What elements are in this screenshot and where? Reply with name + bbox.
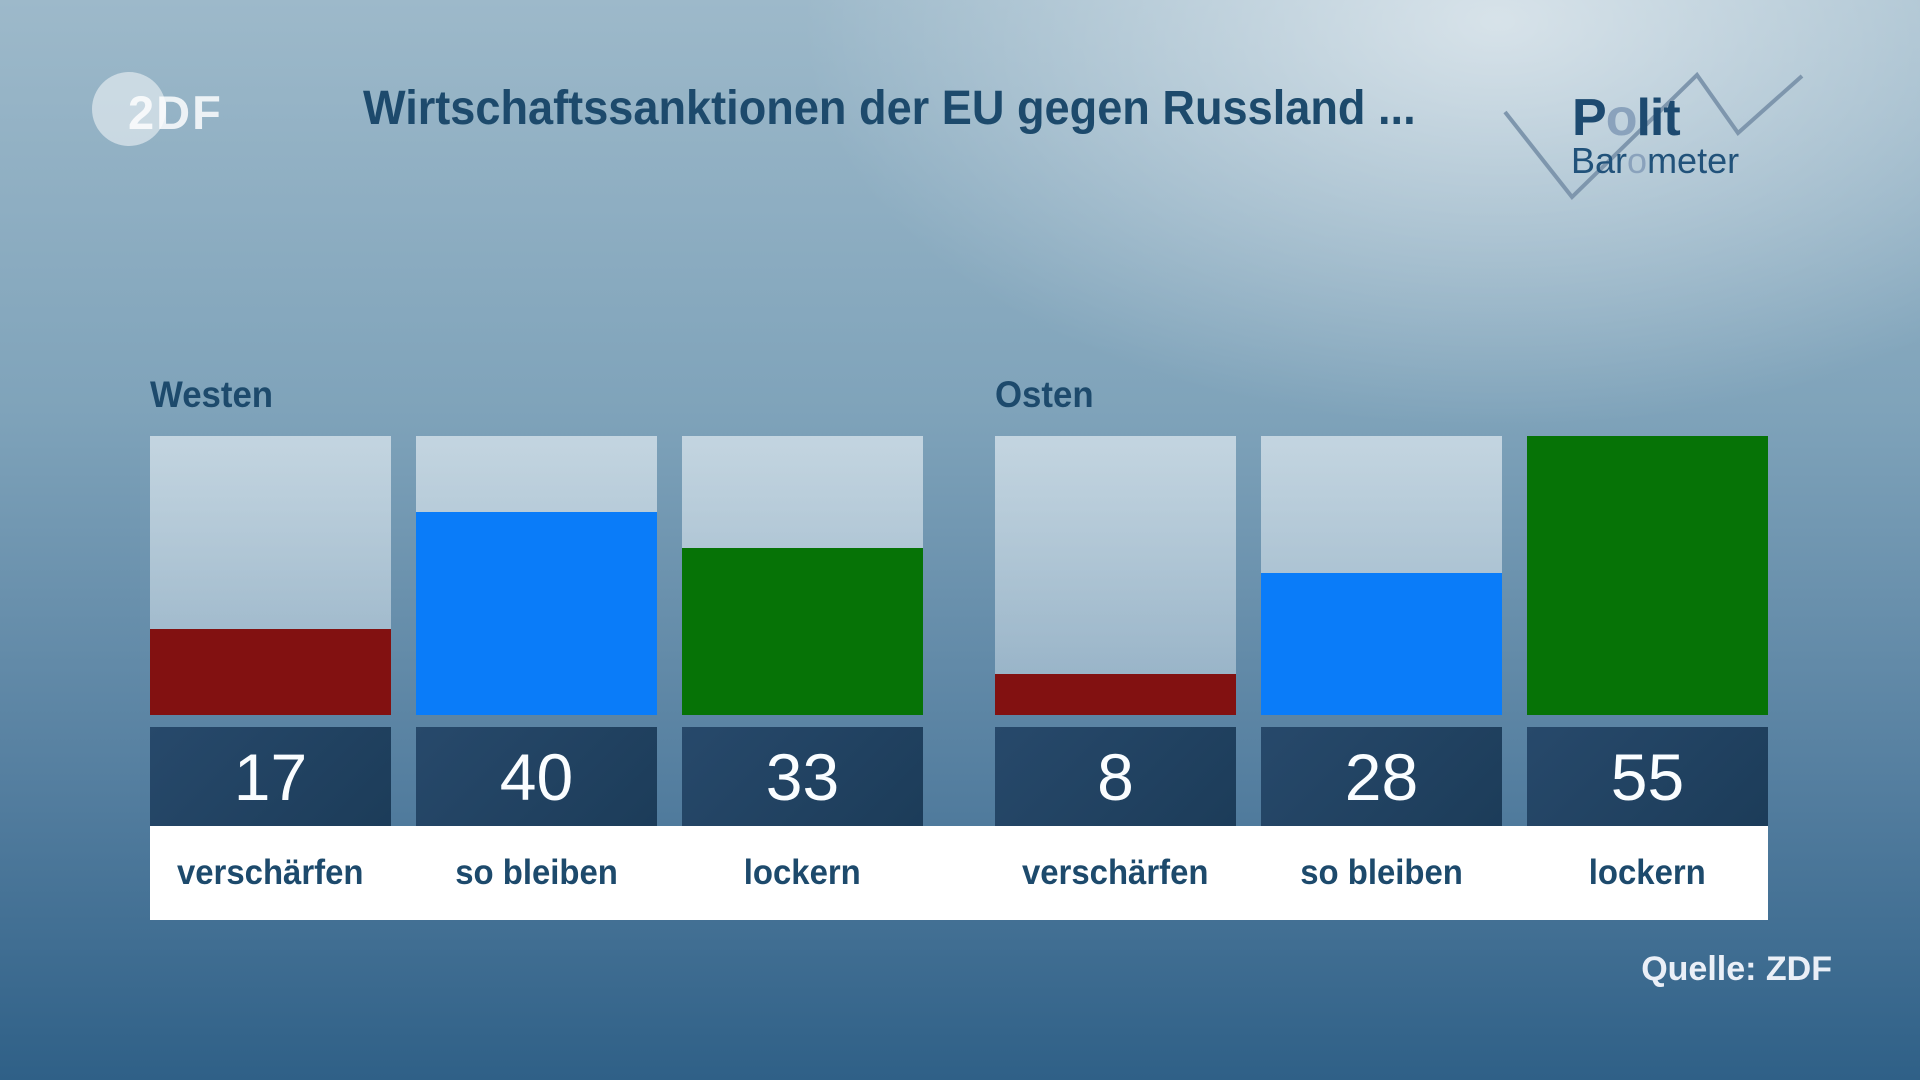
category-label-text: so bleiben xyxy=(455,853,618,892)
zdf-logo: 2DF xyxy=(92,70,252,150)
category-label: so bleiben xyxy=(1261,853,1502,893)
zdf-logo-text: 2DF xyxy=(128,86,223,139)
group-label-osten-text: Osten xyxy=(995,374,1094,415)
category-labels-strip: verschärfen so bleiben lockern verschärf… xyxy=(150,826,1768,920)
category-labels-westen: verschärfen so bleiben lockern xyxy=(150,826,923,920)
category-labels-osten: verschärfen so bleiben lockern xyxy=(995,826,1768,920)
politbarometer-logo: Polit Barometer xyxy=(1500,58,1820,228)
source-credit: Quelle: ZDF xyxy=(1641,950,1832,988)
category-label: verschärfen xyxy=(995,853,1236,893)
category-label-text: lockern xyxy=(743,853,862,892)
value-text: 8 xyxy=(1097,739,1134,814)
bar-track xyxy=(995,436,1236,715)
bar-track xyxy=(1261,436,1502,715)
group-label-westen: Westen xyxy=(150,374,923,416)
polit-light-o: o xyxy=(1605,89,1638,147)
category-label-text: lockern xyxy=(1588,853,1707,892)
value-box: 8 xyxy=(995,727,1236,826)
category-label: lockern xyxy=(682,853,923,893)
group-label-osten: Osten xyxy=(995,374,1768,416)
category-label-text: so bleiben xyxy=(1300,853,1463,892)
value-box: 33 xyxy=(682,727,923,826)
politbarometer-logo-barometer: Barometer xyxy=(1571,143,1739,179)
bar-fill xyxy=(1527,436,1768,715)
bars-row-osten: 8 28 55 xyxy=(995,436,1768,826)
chart-title-text: Wirtschaftssanktionen der EU gegen Russl… xyxy=(363,82,1416,135)
group-westen: Westen 17 40 xyxy=(150,374,923,826)
zigzag-line-icon xyxy=(1503,71,1804,200)
category-label: lockern xyxy=(1527,853,1768,893)
bar-column-osten-so-bleiben: 28 xyxy=(1261,436,1502,826)
barometer-text-2: meter xyxy=(1647,140,1740,181)
value-box: 28 xyxy=(1261,727,1502,826)
bar-fill xyxy=(995,674,1236,715)
category-label-text: verschärfen xyxy=(177,853,364,892)
bar-track xyxy=(150,436,391,715)
value-text: 17 xyxy=(233,739,308,814)
value-box: 55 xyxy=(1527,727,1768,826)
bar-fill xyxy=(150,628,391,715)
bar-fill xyxy=(416,512,657,715)
zdf-logo-circle-icon xyxy=(92,72,166,146)
bars-row-westen: 17 40 33 xyxy=(150,436,923,826)
bar-column-osten-verschaerfen: 8 xyxy=(995,436,1236,826)
bar-fill xyxy=(682,547,923,715)
bar-column-osten-lockern: 55 xyxy=(1527,436,1768,826)
value-text: 55 xyxy=(1610,739,1685,814)
bar-column-westen-lockern: 33 xyxy=(682,436,923,826)
category-label: verschärfen xyxy=(150,853,391,893)
value-box: 40 xyxy=(416,727,657,826)
category-label: so bleiben xyxy=(416,853,657,893)
value-text: 33 xyxy=(765,739,840,814)
value-box: 17 xyxy=(150,727,391,826)
barometer-text: Bar xyxy=(1571,140,1628,181)
bar-column-westen-verschaerfen: 17 xyxy=(150,436,391,826)
bar-column-westen-so-bleiben: 40 xyxy=(416,436,657,826)
group-osten: Osten 8 28 55 xyxy=(995,374,1768,826)
value-text: 28 xyxy=(1344,739,1419,814)
chart-title: Wirtschaftssanktionen der EU gegen Russl… xyxy=(363,82,1483,135)
bar-track xyxy=(416,436,657,715)
group-label-westen-text: Westen xyxy=(150,374,274,415)
bar-chart: Westen 17 40 xyxy=(150,374,1768,826)
category-label-text: verschärfen xyxy=(1022,853,1209,892)
bar-fill xyxy=(1261,572,1502,715)
barometer-light-o: o xyxy=(1627,140,1648,181)
bar-track xyxy=(682,436,923,715)
polit-text: P xyxy=(1572,89,1607,147)
bar-track xyxy=(1527,436,1768,715)
value-text: 40 xyxy=(499,739,574,814)
politbarometer-logo-polit: Polit xyxy=(1572,89,1681,147)
polit-text-2: lit xyxy=(1636,89,1680,147)
